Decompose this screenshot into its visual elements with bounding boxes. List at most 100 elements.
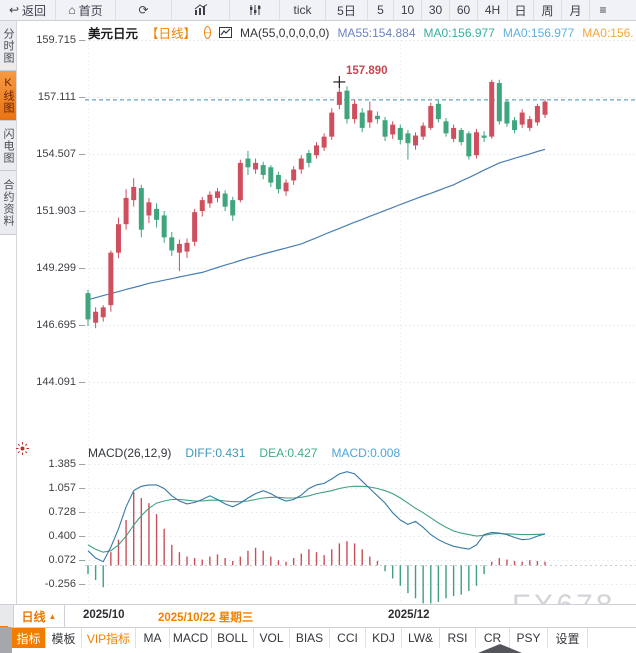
macd-histogram xyxy=(87,492,546,604)
chart-plot-area[interactable] xyxy=(85,35,636,604)
timeframe-5min[interactable]: 5 xyxy=(368,0,394,20)
indicator-tab-4[interactable]: MA xyxy=(136,628,170,648)
toolbar-label: 首页 xyxy=(78,3,103,18)
dea-value: DEA:0.427 xyxy=(259,446,318,460)
date-label-oct: 2025/10 xyxy=(83,609,125,621)
indicator-tab-8[interactable]: BIAS xyxy=(290,628,330,648)
indicator-tab-14[interactable]: PSY xyxy=(510,628,548,648)
home-button[interactable]: ⌂ 首页 xyxy=(56,0,116,20)
timeframe-60min[interactable]: 60 xyxy=(450,0,478,20)
ma0-value-2: MA0:156.977 xyxy=(502,25,575,40)
toolbar-left-edge xyxy=(0,627,12,653)
macd-tick-label: 0.400 xyxy=(48,529,76,542)
indicator-tab-10[interactable]: KDJ xyxy=(366,628,402,648)
period-tag: 【日线】 xyxy=(146,27,197,41)
timeframe-tick[interactable]: tick xyxy=(280,0,326,20)
chart-type-sidebar: 分时图 K线图 闪电图 合约资料 xyxy=(0,21,17,605)
home-icon: ⌂ xyxy=(68,3,76,17)
diff-value: DIFF:0.431 xyxy=(185,446,246,460)
macd-tick-label: 1.385 xyxy=(48,457,76,470)
macd-tick-label: -0.256 xyxy=(44,577,76,590)
price-tick-label: 157.111 xyxy=(37,90,76,103)
timeframe-5day[interactable]: 5日 xyxy=(326,0,368,20)
toolbar-label: tick xyxy=(293,3,312,17)
refresh-icon: ⟳ xyxy=(138,3,149,17)
indicator-tab-5[interactable]: MACD xyxy=(170,628,212,648)
toolbar-label: 周 xyxy=(541,3,554,18)
indicator-settings-button[interactable] xyxy=(230,0,280,20)
ma55-value: MA55:154.884 xyxy=(337,25,416,40)
date-axis-row: 日线 ▲ 2025/10 2025/10/22 星期三 2025/12 xyxy=(0,604,636,627)
toolbar-label: 月 xyxy=(569,3,582,18)
ma-formula: MA(55,0,0,0,0,0) xyxy=(240,25,330,40)
period-dropdown-button[interactable]: 日线 ▲ xyxy=(13,605,65,627)
indicator-tab-7[interactable]: VOL xyxy=(254,628,290,648)
sidebar-item-2[interactable]: K线图 xyxy=(0,71,16,121)
timeframe-30min[interactable]: 30 xyxy=(422,0,450,20)
ma55-line xyxy=(87,148,546,301)
date-label-dec: 2025/12 xyxy=(388,609,430,621)
toolbar-label: 4H xyxy=(484,3,501,17)
timeframe-month[interactable]: 月 xyxy=(562,0,590,20)
timeframe-4h[interactable]: 4H xyxy=(478,0,508,20)
macd-header-row: MACD(26,12,9) DIFF:0.431 DEA:0.427 MACD:… xyxy=(88,446,400,460)
macd-tick-label: 1.057 xyxy=(48,481,76,494)
back-icon: ↩ xyxy=(8,3,20,17)
price-tick-label: 159.715 xyxy=(36,33,76,46)
sliders-icon xyxy=(248,4,262,16)
indicator-chart-icon[interactable] xyxy=(219,27,233,38)
indicator-tab-6[interactable]: BOLL xyxy=(212,628,254,648)
period-dropdown-label: 日线 xyxy=(21,609,46,624)
indicator-toggle-sun-icon[interactable] xyxy=(15,441,30,461)
toolbar-label: 60 xyxy=(456,3,471,17)
zoom-out-icon[interactable]: – xyxy=(204,26,212,39)
collapse-arrow[interactable] xyxy=(478,644,522,653)
ma0-value-3: MA0:156.977 xyxy=(582,25,634,40)
ma0-value-1: MA0:156.977 xyxy=(423,25,495,40)
back-button[interactable]: ↩ 返回 xyxy=(0,0,56,20)
price-tick-label: 154.507 xyxy=(36,147,76,160)
price-tick-label: 144.091 xyxy=(36,375,76,388)
toolbar-label: 30 xyxy=(428,3,443,17)
axis-corner xyxy=(0,605,13,627)
macd-value: MACD:0.008 xyxy=(331,446,401,460)
main-gridlines xyxy=(79,36,636,603)
price-tick-label: 149.299 xyxy=(36,261,76,274)
toolbar-label: 5日 xyxy=(337,3,356,18)
candlesticks xyxy=(85,79,548,329)
indicator-tab-11[interactable]: LW& xyxy=(402,628,440,648)
toolbar-label: 10 xyxy=(400,3,415,17)
sidebar-item-4[interactable]: 合约资料 xyxy=(0,171,16,235)
macd-gridlines xyxy=(79,464,636,585)
indicator-toolbar: 指标 模板 VIP指标 MA MACD BOLL VOL BIAS CCI KDJ LW& RSI CR… xyxy=(12,627,636,648)
timeframe-week[interactable]: 周 xyxy=(534,0,562,20)
refresh-button[interactable]: ⟳ xyxy=(116,0,172,20)
menu-button[interactable]: ≡ xyxy=(590,0,616,20)
sidebar-item-1[interactable]: 分时图 xyxy=(0,21,16,71)
indicator-tab-2[interactable]: 模板 xyxy=(46,628,82,648)
indicator-tab-12[interactable]: RSI xyxy=(440,628,476,648)
symbol-name: 美元日元 xyxy=(88,27,139,41)
macd-formula: MACD(26,12,9) xyxy=(88,446,172,460)
timeframe-day[interactable]: 日 xyxy=(508,0,534,20)
chart-style-button[interactable] xyxy=(172,0,230,20)
price-tick-label: 146.695 xyxy=(36,318,76,331)
indicator-tab-3[interactable]: VIP指标 xyxy=(82,628,136,648)
sidebar-item-3[interactable]: 闪电图 xyxy=(0,121,16,171)
crosshair-price-label: 157.890 xyxy=(346,65,388,77)
indicator-tab-1[interactable]: 指标 xyxy=(12,628,46,648)
toolbar-label: 日 xyxy=(514,3,527,18)
chart-title-row: 美元日元 【日线】 – MA(55,0,0,0,0,0) MA55:154.88… xyxy=(88,23,634,42)
dea-line xyxy=(87,485,546,553)
indicator-tab-9[interactable]: CCI xyxy=(330,628,366,648)
top-toolbar: ↩ 返回 ⌂ 首页 ⟳ tick 5日 5 10 30 60 4H 日周月 ≡ xyxy=(0,0,636,21)
indicator-tab-13[interactable]: CR xyxy=(476,628,510,648)
crosshair-mark xyxy=(333,75,346,88)
indicator-tab-15[interactable]: 设置 xyxy=(548,628,588,648)
timeframe-10min[interactable]: 10 xyxy=(394,0,422,20)
diff-line xyxy=(87,471,546,563)
bar-chart-icon xyxy=(194,4,208,16)
menu-icon: ≡ xyxy=(599,3,607,17)
